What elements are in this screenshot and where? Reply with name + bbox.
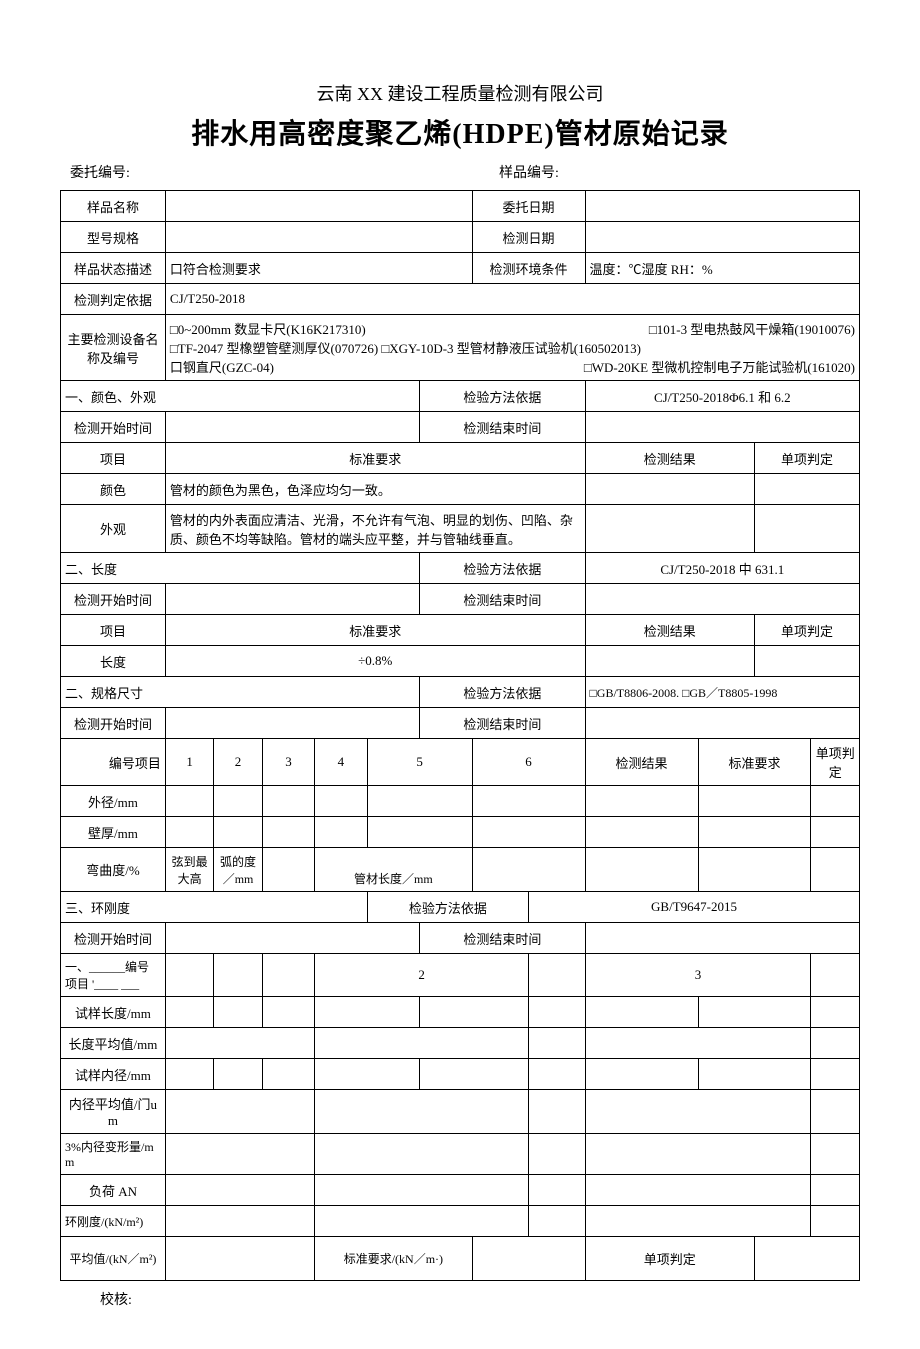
sec1-col-result: 检测结果 [585, 443, 754, 474]
sample-no-label: 样品编号: [499, 162, 850, 182]
sec3-end-value [585, 708, 859, 739]
sec4-row-id: 试样内径/mm [61, 1059, 166, 1090]
sec1-start-value [165, 412, 419, 443]
cell-env-label: 检测环境条件 [472, 253, 585, 284]
sec1-method-value: CJ/T250-2018Φ6.1 和 6.2 [585, 381, 859, 412]
cell-sample-state-label: 样品状态描述 [61, 253, 166, 284]
sec1-heading: 一、颜色、外观 [61, 381, 420, 412]
sec1-row-color-judge [754, 474, 859, 505]
sec4-row-def: 3%内径变形量/mm [61, 1134, 166, 1175]
cell-model-spec-value [165, 222, 472, 253]
sec3-col-result: 检测结果 [585, 739, 698, 786]
sec1-end-label: 检测结束时间 [420, 412, 585, 443]
sec4-col-2: 2 [315, 954, 529, 997]
sec3-col-4: 4 [315, 739, 367, 786]
sec4-method-label: 检验方法依据 [367, 892, 528, 923]
cell-sample-name-value [165, 191, 472, 222]
footer-check: 校核: [60, 1281, 860, 1309]
cell-sample-name-label: 样品名称 [61, 191, 166, 222]
sec4-row-len: 试样长度/mm [61, 997, 166, 1028]
cell-test-date-value [585, 222, 859, 253]
sec2-col-item: 项目 [61, 615, 166, 646]
sec4-col-idlabel: 一、______编号 项目 '____ ___ [61, 954, 166, 997]
sec3-end-label: 检测结束时间 [420, 708, 585, 739]
sec3-method-label: 检验方法依据 [420, 677, 585, 708]
sec2-start-value [165, 584, 419, 615]
cell-commission-date-value [585, 191, 859, 222]
sec4-method-value: GB/T9647-2015 [529, 892, 860, 923]
sec4-start-value [165, 923, 419, 954]
cell-basis-value: CJ/T250-2018 [165, 284, 859, 315]
sec4-heading: 三、环刚度 [61, 892, 368, 923]
sec3-row-wt: 壁厚/mm [61, 817, 166, 848]
sec3-row-bend: 弯曲度/% [61, 848, 166, 892]
sec2-end-value [585, 584, 859, 615]
sec3-col-judge: 单项判定 [811, 739, 860, 786]
sec1-row-appearance-req: 管材的内外表面应清洁、光滑，不允许有气泡、明显的划伤、凹陷、杂质、颜色不均等缺陷… [165, 505, 585, 553]
sec1-col-judge: 单项判定 [754, 443, 859, 474]
sec2-method-label: 检验方法依据 [420, 553, 585, 584]
sec3-col-1: 1 [165, 739, 213, 786]
sec3-bend-sub1: 弦到最大高 [165, 848, 213, 892]
sec1-row-color-result [585, 474, 754, 505]
sec2-heading: 二、长度 [61, 553, 420, 584]
sec1-row-appearance-judge [754, 505, 859, 553]
cell-env-value: 温度：℃湿度 RH：% [585, 253, 859, 284]
sec1-method-label: 检验方法依据 [420, 381, 585, 412]
cell-equip-label: 主要检测设备名称及编号 [61, 315, 166, 381]
commission-no-label: 委托编号: [70, 162, 130, 182]
sec1-row-appearance-result [585, 505, 754, 553]
sec3-bend-sub2: 弧的度／mm [214, 848, 262, 892]
sec2-row-length: 长度 [61, 646, 166, 677]
sec3-col-6: 6 [472, 739, 585, 786]
sec1-col-std: 标准要求 [165, 443, 585, 474]
sec3-start-label: 检测开始时间 [61, 708, 166, 739]
sec3-heading: 二、规格尺寸 [61, 677, 420, 708]
sec2-start-label: 检测开始时间 [61, 584, 166, 615]
sec1-row-appearance: 外观 [61, 505, 166, 553]
sec3-col-stdreq: 标准要求 [698, 739, 811, 786]
sec3-col-3: 3 [262, 739, 314, 786]
sec4-row-len-avg: 长度平均值/mm [61, 1028, 166, 1059]
sec4-end-value [585, 923, 859, 954]
sec3-start-value [165, 708, 419, 739]
sec3-col-5: 5 [367, 739, 472, 786]
company-name: 云南 XX 建设工程质量检测有限公司 [60, 80, 860, 106]
sec4-start-label: 检测开始时间 [61, 923, 166, 954]
main-table: 样品名称 委托日期 型号规格 检测日期 样品状态描述 口符合检测要求 检测环境条… [60, 190, 860, 1281]
cell-sample-state-value: 口符合检测要求 [165, 253, 472, 284]
sec1-end-value [585, 412, 859, 443]
cell-commission-date-label: 委托日期 [472, 191, 585, 222]
sec4-row-avg: 平均值/(kN／m²) [61, 1237, 166, 1281]
sec4-col-3: 3 [585, 954, 811, 997]
sec2-end-label: 检测结束时间 [420, 584, 585, 615]
sec4-row-stiff: 环刚度/(kN/m²) [61, 1206, 166, 1237]
cell-test-date-label: 检测日期 [472, 222, 585, 253]
sec2-col-result: 检测结果 [585, 615, 754, 646]
sec2-row-length-result [585, 646, 754, 677]
sec2-col-std: 标准要求 [165, 615, 585, 646]
sec4-row-stdreq: 标准要求/(kN／m·) [315, 1237, 472, 1281]
sec3-col-idlabel: 编号项目 [61, 739, 166, 786]
sec2-method-value: CJ/T250-2018 中 631.1 [585, 553, 859, 584]
sec1-row-color: 颜色 [61, 474, 166, 505]
sec4-end-label: 检测结束时间 [420, 923, 585, 954]
sec4-row-load: 负荷 AN [61, 1175, 166, 1206]
cell-model-spec-label: 型号规格 [61, 222, 166, 253]
sec2-row-length-req: ÷0.8% [165, 646, 585, 677]
document-title: 排水用高密度聚乙烯(HDPE)管材原始记录 [60, 112, 860, 152]
cell-equip-value: □0~200mm 数显卡尺(K16K217310)□101-3 型电热鼓风干燥箱… [165, 315, 859, 381]
sec2-row-length-judge [754, 646, 859, 677]
sec3-row-od: 外径/mm [61, 786, 166, 817]
sec1-start-label: 检测开始时间 [61, 412, 166, 443]
sec4-row-judge: 单项判定 [585, 1237, 754, 1281]
sec1-row-color-req: 管材的颜色为黑色，色泽应均匀一致。 [165, 474, 585, 505]
sec3-bend-sub3: 管材长度／mm [315, 848, 472, 892]
sec3-method-value: □GB/T8806-2008. □GB／T8805-1998 [585, 677, 859, 708]
sec1-col-item: 项目 [61, 443, 166, 474]
sec4-row-id-avg: 内径平均值/门um [61, 1090, 166, 1134]
sec2-col-judge: 单项判定 [754, 615, 859, 646]
cell-basis-label: 检测判定依据 [61, 284, 166, 315]
sec3-col-2: 2 [214, 739, 262, 786]
